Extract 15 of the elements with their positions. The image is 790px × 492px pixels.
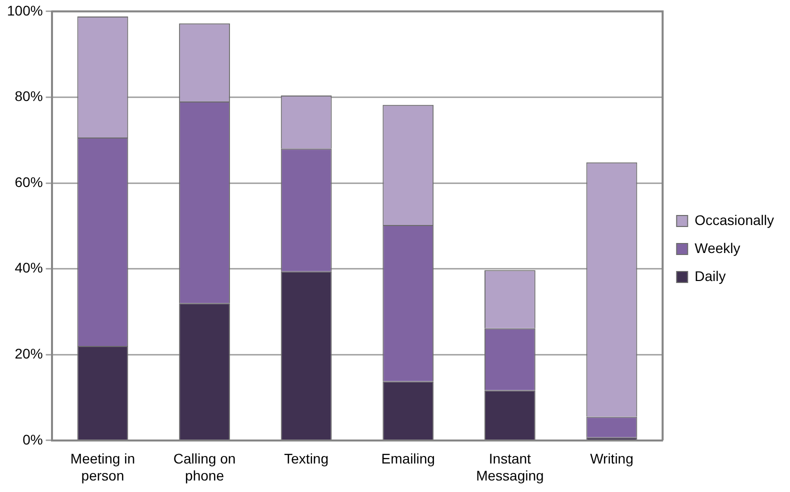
x-tick-label: Emailing	[381, 450, 435, 467]
x-tick-label: Instant Messaging	[476, 450, 544, 484]
y-tick-label: 60%	[14, 174, 43, 190]
y-tick-label: 0%	[22, 431, 43, 448]
y-tick-label: 20%	[14, 345, 43, 362]
y-tick-label: 80%	[14, 88, 43, 104]
legend-label: Occasionally	[694, 212, 774, 228]
x-tick-label: Meeting in person	[70, 450, 136, 484]
y-tick-label: 100%	[6, 2, 43, 18]
x-tick-label: Writing	[590, 450, 634, 467]
legend-label: Daily	[694, 268, 726, 284]
x-tick-label: Calling on phone	[173, 450, 236, 484]
y-tick-label: 40%	[14, 260, 43, 276]
legend-label: Weekly	[694, 240, 740, 256]
x-tick-label: Texting	[284, 450, 328, 467]
